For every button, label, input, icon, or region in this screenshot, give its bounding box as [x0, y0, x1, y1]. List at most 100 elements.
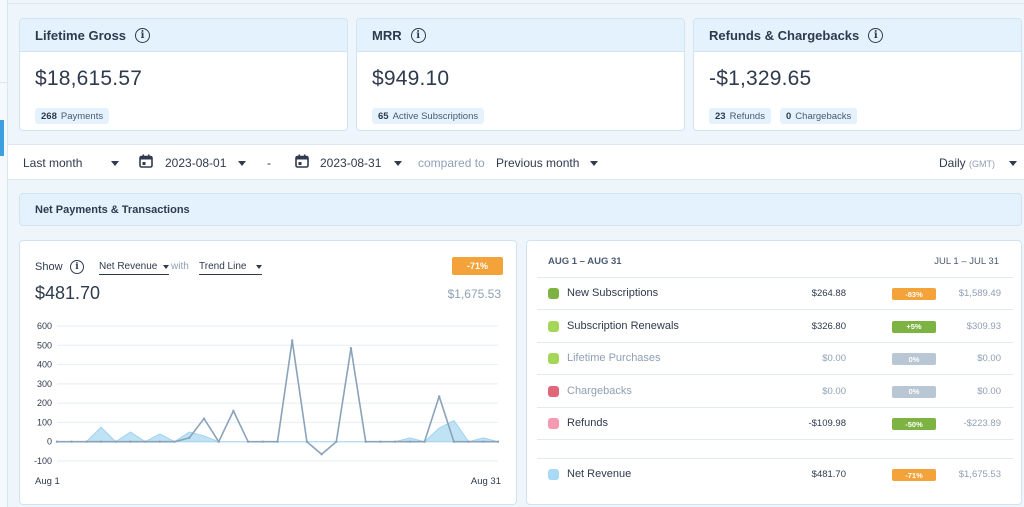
chargebacks-badge: 0 Chargebacks [780, 108, 858, 124]
trend-line-point[interactable] [408, 440, 411, 443]
row-previous-amount: $309.93 [966, 320, 1001, 332]
card-title: Lifetime Gross [35, 27, 127, 43]
card-title: MRR [372, 27, 402, 43]
trend-line-point[interactable] [496, 440, 500, 443]
calendar-icon[interactable] [295, 154, 309, 168]
row-amount: $0.00 [822, 353, 846, 364]
start-date-input[interactable]: 2023-08-01 [165, 156, 227, 170]
row-previous-amount: $0.00 [977, 385, 1001, 397]
overlay-value: Trend Line [199, 261, 247, 272]
row-amount: $326.80 [811, 320, 846, 332]
chevron-down-icon[interactable] [238, 161, 246, 166]
trend-line-point[interactable] [232, 409, 235, 413]
refunds-badge: 23 Refunds [709, 108, 771, 124]
row-change-badge: -71% [892, 469, 936, 481]
row-previous-amount: $0.00 [977, 353, 1001, 364]
trend-line-point[interactable] [320, 453, 323, 456]
table-row: Subscription Renewals $326.80 +5% $309.93 [537, 311, 1013, 343]
badge-label: Payments [60, 110, 104, 122]
row-amount: $264.88 [811, 288, 846, 299]
badge-label: Chargebacks [795, 110, 852, 122]
chevron-down-icon[interactable] [590, 161, 598, 166]
date-range-value: Last month [23, 156, 83, 170]
trend-line-point[interactable] [99, 440, 103, 443]
trend-line-point[interactable] [217, 440, 220, 443]
interval-value: Daily [939, 156, 966, 170]
trend-line-point[interactable] [452, 440, 456, 443]
breakdown-table: AUG 1 – AUG 31 JUL 1 – JUL 31 New Subscr… [526, 240, 1022, 505]
chevron-down-icon [256, 264, 263, 269]
row-change-badge: +5% [892, 320, 936, 333]
trend-line-point[interactable] [70, 440, 73, 443]
info-icon[interactable]: i [135, 27, 151, 43]
trend-line-point[interactable] [305, 440, 309, 443]
trend-line-point[interactable] [276, 440, 279, 443]
overlay-select[interactable]: Trend Line [199, 261, 263, 275]
trend-line-point[interactable] [364, 440, 367, 443]
metric-value: Net Revenue [99, 261, 158, 272]
chevron-down-icon[interactable] [1009, 161, 1017, 166]
trend-line-point[interactable] [393, 440, 397, 443]
trend-line-point[interactable] [202, 417, 206, 420]
sidebar-active-indicator [0, 120, 4, 156]
badge-count: 23 [715, 110, 726, 122]
trend-line-point[interactable] [482, 440, 485, 443]
chevron-down-icon[interactable] [111, 161, 119, 166]
badge-label: Active Subscriptions [392, 110, 479, 122]
net-revenue-chart[interactable]: 600 500 400 300 200 100 0 -100 [20, 311, 516, 491]
trend-line-point[interactable] [246, 440, 250, 443]
legend-swatch [548, 385, 559, 397]
calendar-icon[interactable] [139, 154, 153, 168]
with-label: with [171, 261, 189, 272]
section-header: Net Payments & Transactions [19, 193, 1022, 226]
row-change-badge: 0% [892, 353, 936, 365]
trend-line-point[interactable] [379, 440, 382, 443]
row-label: Lifetime Purchases [567, 352, 661, 364]
trend-line-point[interactable] [261, 440, 264, 443]
filter-bar: Last month 2023-08-01 - 2023-08-31 compa… [8, 144, 1024, 180]
trend-line-point[interactable] [129, 440, 132, 443]
trend-line-point[interactable] [291, 339, 294, 342]
legend-swatch [548, 288, 559, 299]
trend-line-point[interactable] [158, 440, 162, 443]
info-icon[interactable]: i [868, 27, 884, 43]
card-lifetime-gross: Lifetime Gross i $18,615.57 268 Payments [19, 18, 348, 131]
trend-line-point[interactable] [335, 440, 338, 443]
y-tick-label: 300 [37, 379, 52, 389]
section-title: Net Payments & Transactions [35, 203, 190, 216]
trend-line-point[interactable] [423, 440, 426, 443]
row-label: Subscription Renewals [567, 319, 679, 332]
card-value: $949.10 [372, 67, 450, 90]
row-amount: $0.00 [822, 385, 846, 397]
change-badge: -71% [452, 257, 503, 275]
comparison-select[interactable]: Previous month [496, 156, 580, 170]
chevron-down-icon[interactable] [394, 161, 402, 166]
card-title: Refunds & Chargebacks [709, 27, 860, 43]
trend-line-point[interactable] [173, 440, 176, 443]
legend-swatch [548, 418, 559, 429]
chart-panel: Show i Net Revenue with Trend Line -71% … [19, 240, 517, 505]
metric-select[interactable]: Net Revenue [99, 261, 170, 275]
trend-line-point[interactable] [467, 440, 470, 443]
show-label: Show [35, 261, 63, 273]
badge-count: 268 [41, 110, 57, 122]
row-previous-amount: $1,589.49 [958, 288, 1001, 299]
subscriptions-badge: 65 Active Subscriptions [372, 108, 485, 124]
y-tick-label: 400 [37, 360, 52, 370]
info-icon[interactable]: i [410, 27, 426, 43]
trend-line-point[interactable] [438, 395, 441, 398]
current-value: $481.70 [35, 283, 101, 303]
info-icon[interactable]: i [70, 260, 84, 274]
date-range-select[interactable]: Last month [23, 156, 82, 170]
interval-select[interactable]: Daily (GMT) [939, 156, 995, 170]
trend-line-point[interactable] [55, 440, 59, 443]
table-row: Refunds -$109.98 -50% -$223.89 [537, 408, 1013, 440]
legend-swatch [548, 353, 559, 364]
trend-line-point[interactable] [114, 440, 118, 443]
trend-line-point[interactable] [188, 436, 191, 440]
end-date-input[interactable]: 2023-08-31 [320, 156, 382, 170]
table-row: New Subscriptions $264.88 -83% $1,589.49 [537, 278, 1013, 310]
trend-line-point[interactable] [144, 440, 147, 443]
trend-line-point[interactable] [85, 440, 88, 443]
trend-line-point[interactable] [349, 346, 353, 350]
